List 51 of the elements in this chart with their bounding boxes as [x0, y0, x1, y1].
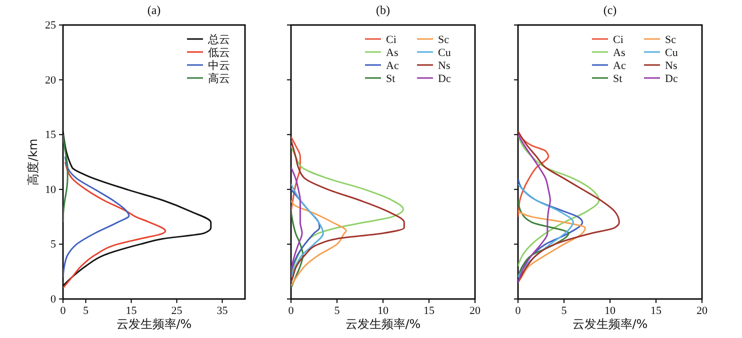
- legend-label: St: [613, 73, 622, 85]
- x-tick-label: 20: [470, 304, 481, 317]
- y-tick-label: 15: [45, 129, 56, 142]
- chart-title: (c): [603, 3, 617, 17]
- legend-label: 中云: [208, 59, 230, 72]
- x-tick-label: 15: [126, 304, 138, 317]
- legend-label: Dc: [665, 73, 678, 85]
- legend-label: Cu: [665, 47, 678, 59]
- x-axis-title: 云发生频率/%: [572, 317, 648, 331]
- x-tick-label: 15: [650, 304, 662, 317]
- chart-title: (b): [376, 3, 390, 17]
- x-axis-title: 云发生频率/%: [116, 317, 192, 331]
- y-axis-title: 高度/km: [26, 138, 40, 186]
- y-tick-label: 0: [50, 294, 56, 306]
- legend-label: Ns: [665, 60, 678, 72]
- x-axis-title: 云发生频率/%: [345, 317, 421, 331]
- legend-label: Ns: [438, 60, 450, 72]
- line-series: [63, 156, 130, 278]
- x-tick-label: 5: [83, 304, 89, 317]
- x-tick-label: 10: [604, 304, 616, 317]
- legend-label: As: [386, 47, 398, 59]
- x-tick-label: 35: [216, 304, 228, 317]
- y-tick-label: 5: [50, 238, 56, 251]
- legend-label: Dc: [438, 73, 451, 85]
- x-tick-label: 10: [378, 304, 389, 317]
- line-series: [63, 134, 68, 224]
- legend-label: Ci: [386, 34, 396, 46]
- x-tick-label: 0: [60, 304, 66, 317]
- legend-label: 高云: [208, 72, 230, 85]
- legend-label: Sc: [438, 34, 450, 46]
- line-series: [63, 161, 166, 289]
- x-tick-label: 20: [696, 304, 708, 317]
- legend-label: Ac: [386, 60, 399, 72]
- legend-label: 低云: [208, 47, 230, 59]
- x-tick-label: 0: [288, 304, 294, 317]
- x-tick-label: 5: [561, 304, 568, 317]
- y-tick-label: 20: [45, 74, 56, 86]
- legend-label: Ac: [613, 60, 626, 72]
- y-tick-label: 10: [45, 184, 56, 196]
- legend-label: St: [386, 73, 396, 85]
- x-tick-label: 0: [515, 304, 522, 317]
- x-tick-label: 15: [424, 304, 435, 317]
- legend-label: Cu: [438, 47, 452, 59]
- legend-label: 总云: [207, 33, 230, 46]
- x-tick-label: 25: [171, 304, 183, 317]
- x-tick-label: 5: [334, 304, 340, 317]
- chart-title: (a): [147, 3, 161, 17]
- y-tick-label: 25: [45, 20, 56, 32]
- legend-label: As: [613, 47, 626, 59]
- legend-label: Ci: [613, 34, 624, 46]
- legend-label: Sc: [665, 34, 676, 46]
